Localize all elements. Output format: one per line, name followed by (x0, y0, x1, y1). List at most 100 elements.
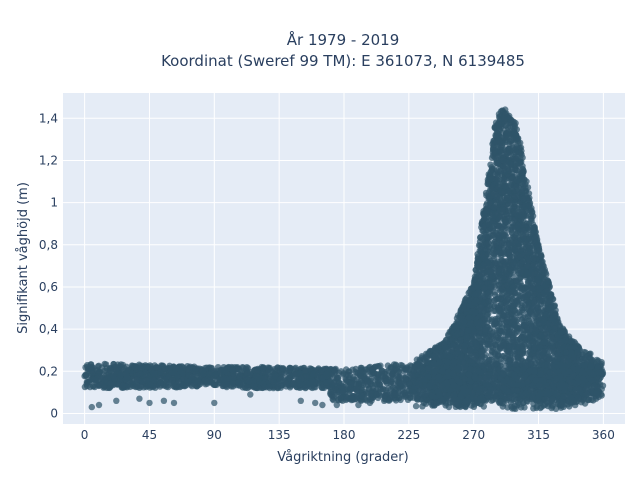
data-point (84, 362, 91, 369)
data-point (147, 381, 154, 388)
data-point (177, 368, 184, 375)
data-point (337, 368, 345, 375)
data-point (399, 391, 406, 398)
data-point (331, 367, 338, 374)
data-point (117, 370, 124, 377)
data-point (402, 376, 409, 383)
data-point (244, 384, 251, 392)
data-point (82, 371, 89, 378)
data-point (309, 370, 316, 378)
data-point (274, 364, 281, 371)
data-point (385, 397, 393, 404)
data-point (188, 382, 196, 390)
data-point (368, 374, 375, 382)
data-point (363, 390, 371, 397)
data-point (405, 391, 412, 398)
data-point (211, 381, 218, 389)
data-point (95, 382, 103, 390)
data-point (165, 381, 172, 389)
data-point (390, 380, 397, 387)
data-point (285, 372, 293, 379)
data-point (107, 366, 114, 374)
data-point (277, 382, 285, 389)
data-point (235, 365, 242, 372)
data-point (212, 371, 219, 378)
data-point (191, 377, 199, 385)
data-point (403, 366, 410, 373)
data-point (122, 370, 129, 378)
data-point (235, 379, 242, 386)
data-point (217, 367, 224, 374)
data-point (339, 388, 347, 395)
data-point (387, 365, 394, 372)
data-point (203, 378, 210, 385)
data-point (358, 379, 365, 387)
data-point (347, 381, 354, 388)
data-point (302, 367, 309, 374)
data-point (330, 388, 337, 395)
data-point (137, 364, 144, 371)
data-point (398, 380, 405, 387)
data-point (221, 367, 229, 375)
data-point (303, 372, 310, 380)
data-point (161, 365, 169, 372)
data-point (358, 392, 365, 399)
data-point (376, 392, 383, 399)
data-point (290, 380, 297, 387)
data-point (93, 366, 101, 374)
data-point (393, 367, 401, 374)
data-point (192, 365, 200, 372)
data-point (345, 371, 352, 379)
data-point (397, 373, 404, 381)
data-point (110, 372, 117, 379)
data-point (133, 382, 141, 389)
data-point (199, 367, 207, 374)
data-point (119, 382, 127, 390)
data-point (107, 380, 114, 387)
data-point (378, 367, 386, 374)
data-point (392, 390, 399, 398)
data-point (153, 363, 160, 371)
data-point (254, 373, 261, 380)
data-point (287, 365, 295, 372)
data-point (270, 378, 277, 385)
data-point (101, 377, 109, 384)
data-point (220, 376, 227, 383)
data-point (392, 397, 400, 404)
data-point (157, 369, 164, 376)
data-point (349, 395, 356, 402)
data-point (83, 382, 91, 390)
data-point (308, 365, 315, 373)
data-point (383, 389, 391, 397)
data-point (90, 376, 98, 384)
data-point (88, 367, 95, 375)
data-point (298, 375, 305, 382)
data-point (170, 380, 177, 387)
data-point (279, 365, 286, 372)
data-point (133, 376, 141, 383)
data-point (388, 371, 396, 378)
data-point (150, 376, 157, 384)
data-point (350, 374, 357, 381)
data-point (353, 385, 360, 392)
data-point (100, 384, 107, 391)
data-point (272, 372, 279, 380)
data-point (261, 375, 268, 382)
data-point (292, 371, 300, 378)
data-point (110, 360, 117, 368)
data-point (175, 378, 182, 385)
data-point (366, 363, 374, 371)
data-point (208, 364, 215, 372)
data-point (330, 393, 338, 401)
data-point (357, 369, 364, 377)
data-point (323, 379, 330, 386)
data-point (186, 365, 193, 373)
data-point (323, 371, 330, 378)
data-point (382, 377, 389, 385)
data-point (229, 367, 236, 374)
data-point (265, 383, 273, 390)
data-point (254, 367, 261, 374)
data-point (229, 379, 236, 387)
